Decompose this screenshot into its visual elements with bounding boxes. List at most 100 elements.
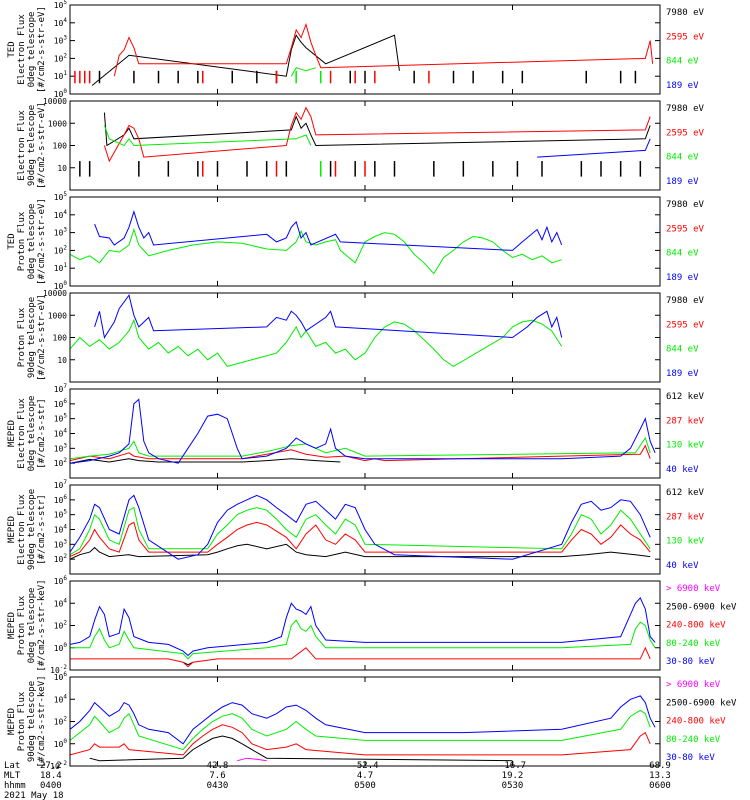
series-line-4 [70, 709, 651, 751]
legend-entry: 189 eV [666, 81, 699, 91]
panel-6: 102 103 104 105 106 107 MEPEDElectron Flux90de… [7, 479, 705, 575]
y-axis-label: TEDProton Flux0deg telescope[#/cm2-s-str… [7, 198, 47, 285]
panel-frame [69, 676, 661, 767]
time-tick-mlt: 18.4 [40, 771, 62, 781]
legend-entry: 844 eV [666, 249, 699, 259]
panel-frame [69, 196, 661, 287]
y-tick-label: 102 [54, 457, 68, 468]
y-axis-label-line: MEPED [7, 420, 17, 447]
y-tick-label: 100 [54, 642, 68, 653]
y-tick-label: 103 [54, 538, 68, 549]
panel-frame [69, 388, 661, 479]
y-tick-label: 1000 [48, 119, 67, 128]
y-tick-label: 107 [54, 479, 68, 490]
y-axis-label-line: [#/cm2-s-str-eV] [37, 6, 47, 93]
series-group [70, 494, 651, 560]
y-tick-label: 104 [54, 597, 68, 608]
y-axis-label-line: 0deg telescope [27, 204, 37, 280]
y-axis-label-line: 90deg telescope [27, 105, 37, 186]
y-tick-label: 107 [54, 383, 68, 394]
y-tick-label: 105 [54, 191, 68, 202]
panel-frame [69, 292, 661, 383]
y-axis-label: Proton Flux90deg telescope[#/cm2-s-str-e… [17, 294, 47, 381]
y-axis-label-line: Electron Flux [17, 494, 27, 565]
legend-entry: 30-80 keV [666, 657, 715, 667]
y-tick-label: 101 [54, 70, 68, 81]
series-line-3 [70, 318, 563, 367]
y-axis-label: MEPEDElectron Flux0deg telescope[#/cm2-s… [7, 396, 47, 472]
series-line-3 [70, 646, 651, 668]
legend-entry: 240-800 keV [666, 717, 726, 727]
series-line-1 [91, 34, 400, 86]
y-tick-label: 106 [54, 494, 68, 505]
legend-entry: > 6900 keV [666, 680, 721, 690]
time-tick-hhmm: 0530 [502, 781, 524, 791]
y-axis-label-line: Proton Flux [17, 211, 27, 271]
y-tick-label: 102 [54, 244, 68, 255]
y-tick-label: 104 [54, 524, 68, 535]
series-line-4 [94, 210, 563, 251]
y-tick-label: 10 [57, 356, 67, 365]
legend-entry: 240-800 keV [666, 621, 726, 631]
y-axis-label-line: Proton Flux [17, 595, 27, 655]
series-line-4 [94, 294, 563, 339]
y-tick-label: 10000 [43, 289, 67, 298]
legend-entry: 844 eV [666, 153, 699, 163]
panel-7: 10-2 100 102 104 106 MEPEDProton Flux0deg tel… [7, 575, 737, 675]
legend-entry: 7980 eV [666, 296, 705, 306]
panel-frame [69, 100, 661, 191]
y-tick-label: 102 [54, 716, 68, 727]
y-axis-label-line: [#/cm2-s-str] [37, 494, 47, 564]
legend-entry: 7980 eV [666, 8, 705, 18]
y-axis-label-line: MEPED [7, 708, 17, 735]
y-tick-label: 103 [54, 227, 68, 238]
legend-entry: 612 keV [666, 392, 705, 402]
series-line-1 [237, 757, 267, 762]
legend-entry: 2595 eV [666, 224, 705, 234]
series-group [70, 398, 656, 464]
legend-entry: 2595 eV [666, 320, 705, 330]
y-tick-label: 100 [54, 88, 68, 99]
series-group [70, 294, 563, 367]
legend-entry: 612 keV [666, 488, 705, 498]
legend-entry: 189 eV [666, 177, 699, 187]
legend-entry: 189 eV [666, 273, 699, 283]
y-tick-label: 105 [54, 509, 68, 520]
series-line-2 [113, 22, 654, 77]
panel-1: 100 101 102 103 104 105 TEDElectron Flux0deg t… [7, 0, 705, 99]
y-axis-label-line: TED [7, 41, 17, 57]
series-line-2 [70, 444, 651, 462]
series-line-2 [70, 521, 651, 558]
y-tick-label: 105 [54, 413, 68, 424]
y-tick-label: 1000 [48, 311, 67, 320]
date-label: 2021 May 18 [4, 791, 64, 800]
legend-entry: 844 eV [666, 345, 699, 355]
series-line-1 [70, 458, 341, 464]
row-label-lat: Lat [4, 761, 20, 771]
time-tick-hhmm: 0400 [40, 781, 62, 791]
time-tick-mlt: 7.6 [209, 771, 225, 781]
panel-5: 102 103 104 105 106 107 MEPEDElectron Flux0deg… [7, 383, 705, 479]
legend-entry: 130 keV [666, 441, 705, 451]
y-tick-label: 101 [54, 262, 68, 273]
legend-entry: 80-240 keV [666, 735, 721, 745]
y-tick-label: 100 [54, 738, 68, 749]
y-axis-label-line: Electron Flux [17, 110, 27, 181]
legend-entry: 80-240 keV [666, 639, 721, 649]
y-tick-label: 100 [54, 280, 68, 291]
y-tick-label: 106 [54, 575, 68, 586]
time-tick-hhmm: 0430 [207, 781, 229, 791]
y-tick-label: 10000 [43, 97, 67, 106]
row-label-hhmm: hhmm [4, 781, 26, 791]
y-tick-label: 105 [54, 0, 68, 10]
y-axis-label: MEPEDProton Flux90deg telescope[#/cm2-s-… [7, 675, 47, 767]
y-tick-label: 106 [54, 671, 68, 682]
y-axis-label-line: 0deg telescope [27, 12, 37, 88]
y-axis-label: MEPEDElectron Flux90deg telescope[#/cm2-… [7, 489, 47, 570]
y-axis-label-line: TED [7, 233, 17, 249]
time-tick-lat: 42.8 [207, 761, 229, 771]
panels: 100 101 102 103 104 105 TED Electron Flux 0deg t… [7, 0, 737, 771]
